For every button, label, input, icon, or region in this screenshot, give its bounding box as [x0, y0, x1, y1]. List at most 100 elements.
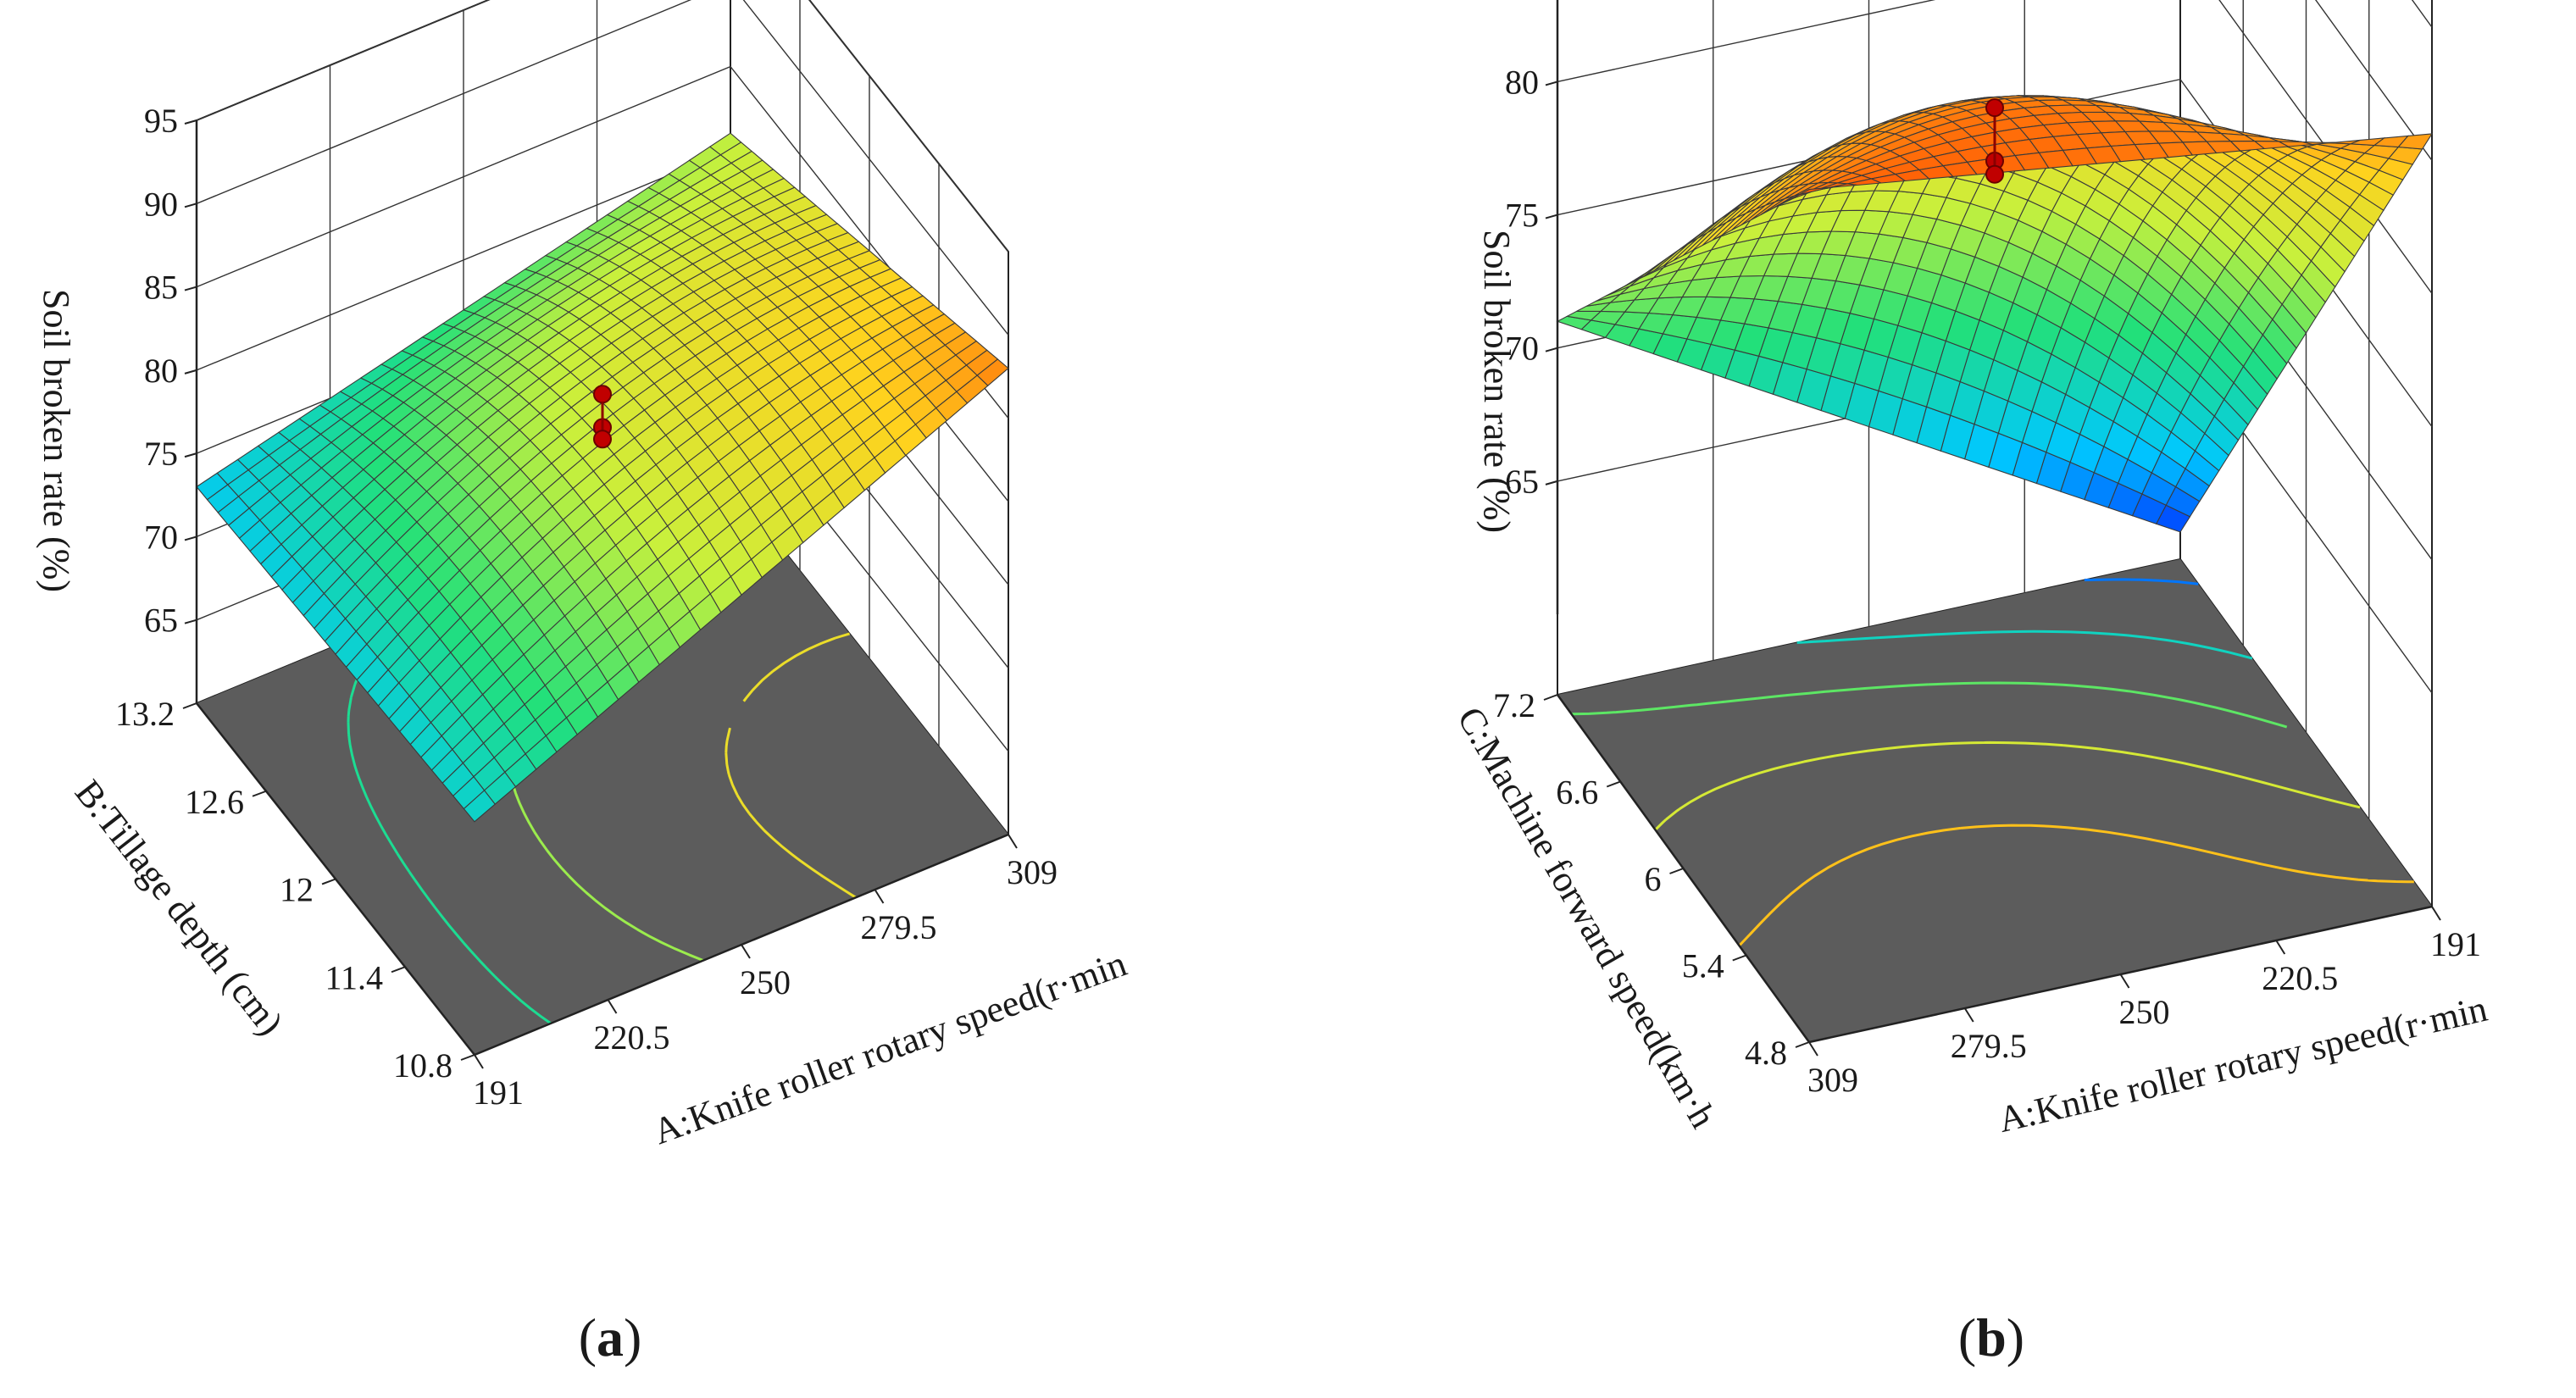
x-tick-mark	[607, 999, 618, 1014]
x-tick-label: 309	[1807, 1061, 1858, 1099]
x-tick-label: 250	[2119, 993, 2170, 1031]
y-tick-mark	[252, 790, 267, 797]
y-tick-label: 10.8	[393, 1046, 452, 1085]
z-tick-label: 95	[144, 102, 178, 140]
panel-b-contours	[1571, 578, 2414, 947]
panel-b-y-ticks: 4.8 5.4 6 6.6 7.2	[1493, 686, 1810, 1072]
surface-cell	[1799, 186, 1834, 196]
y-tick-mark	[321, 878, 336, 885]
z-tick-mark	[184, 619, 197, 624]
panel-b-z-axis-title: Soil broken rate (%)	[1476, 230, 1518, 533]
x-tick-mark	[2119, 974, 2130, 989]
contour-line	[1571, 681, 2288, 729]
x-tick-label: 220.5	[594, 1018, 670, 1057]
contour-line	[1654, 741, 2361, 831]
z-tick-mark	[1545, 480, 1558, 485]
x-tick-mark	[1008, 834, 1018, 849]
panel-a-surface	[196, 132, 1009, 823]
panel-a-x-axis-title: A:Knife roller rotary speed(r·min	[647, 942, 1131, 1152]
y-tick-mark	[1543, 694, 1558, 701]
z-tick-mark	[184, 535, 197, 541]
y-tick-mark	[460, 1054, 475, 1061]
x-tick-label: 191	[473, 1073, 524, 1112]
y-tick-label: 6.6	[1556, 774, 1598, 812]
z-gridline	[196, 0, 1009, 336]
x-tick-mark	[741, 944, 751, 959]
x-tick-label: 220.5	[2262, 959, 2338, 997]
y-tick-mark	[1732, 954, 1747, 962]
z-tick-mark	[184, 369, 197, 374]
y-tick-label: 5.4	[1682, 947, 1724, 985]
panel-b-floor	[1557, 559, 2432, 1042]
z-gridline	[2315, 0, 2433, 161]
z-tick-mark	[1545, 347, 1558, 352]
x-tick-mark	[874, 889, 885, 904]
y-tick-mark	[182, 702, 197, 709]
design-point	[593, 430, 612, 449]
z-tick-label: 65	[1505, 463, 1539, 501]
y-tick-mark	[1795, 1041, 1810, 1048]
z-tick-label: 70	[1505, 330, 1539, 368]
panel-b-design-points	[1985, 98, 2004, 184]
design-point	[593, 385, 612, 404]
x-tick-mark	[474, 1054, 484, 1069]
panel-a-z-ticks: 65 70 75 80 85 90 95	[144, 102, 197, 640]
x-tick-mark	[2275, 940, 2286, 955]
panel-b-label: (b)	[1958, 1307, 2024, 1367]
z-tick-label: 85	[144, 269, 178, 307]
z-gridline	[196, 0, 1009, 252]
panel-a-y-axis-title: B:Tillage depth (cm)	[67, 772, 291, 1043]
z-gridline	[1557, 78, 2433, 428]
surface-cell	[463, 790, 496, 823]
panel-b-x-axis-title: A:Knife roller rotary speed(r·min	[1995, 988, 2491, 1140]
panel-a-x-ticks: 191 220.5 250 279.5 309	[473, 834, 1058, 1112]
y-tick-mark	[391, 966, 406, 974]
design-point	[1985, 98, 2004, 118]
x-tick-mark	[2431, 906, 2441, 921]
x-tick-label: 279.5	[1951, 1027, 2027, 1065]
x-tick-mark	[1963, 1007, 1974, 1023]
x-tick-label: 191	[2430, 925, 2481, 963]
z-tick-label: 65	[144, 602, 178, 640]
panel-a-y-ticks: 10.8 11.4 12 12.6 13.2	[115, 695, 475, 1085]
y-tick-label: 7.2	[1493, 686, 1535, 724]
z-tick-mark	[184, 202, 197, 208]
z-tick-label: 75	[144, 435, 178, 473]
z-tick-mark	[184, 286, 197, 291]
panel-b-x-ticks: 309 279.5 250 220.5 191	[1807, 906, 2481, 1099]
y-tick-label: 12	[280, 871, 314, 909]
z-tick-label: 90	[144, 185, 178, 223]
panel-a-z-axis-title: Soil broken rate (%)	[36, 289, 77, 592]
z-tick-mark	[184, 119, 197, 125]
contour-line	[2084, 578, 2199, 585]
y-tick-label: 13.2	[115, 695, 175, 733]
y-tick-label: 11.4	[325, 958, 383, 996]
z-tick-label: 75	[1505, 197, 1539, 235]
panel-b-surface	[1556, 95, 2434, 533]
panel-a-label: (a)	[579, 1307, 642, 1367]
contour-line	[724, 632, 857, 899]
z-tick-mark	[184, 452, 197, 458]
z-tick-label: 70	[144, 518, 178, 556]
contour-line	[1796, 630, 2253, 660]
x-tick-mark	[1808, 1041, 1818, 1057]
design-point	[1985, 164, 2004, 184]
z-tick-label: 80	[144, 352, 178, 390]
x-tick-label: 309	[1007, 853, 1058, 891]
panel-a-design-points	[593, 385, 612, 449]
y-tick-label: 4.8	[1745, 1034, 1787, 1072]
contour-line	[1738, 824, 2414, 947]
x-tick-label: 279.5	[861, 908, 937, 946]
x-tick-label: 250	[740, 963, 791, 1001]
y-tick-mark	[1606, 780, 1621, 788]
z-tick-mark	[1545, 80, 1558, 86]
y-tick-mark	[1669, 868, 1684, 874]
y-tick-label: 6	[1645, 860, 1662, 898]
z-tick-mark	[1545, 214, 1558, 219]
z-tick-label: 80	[1505, 63, 1539, 101]
y-tick-label: 12.6	[185, 783, 244, 821]
